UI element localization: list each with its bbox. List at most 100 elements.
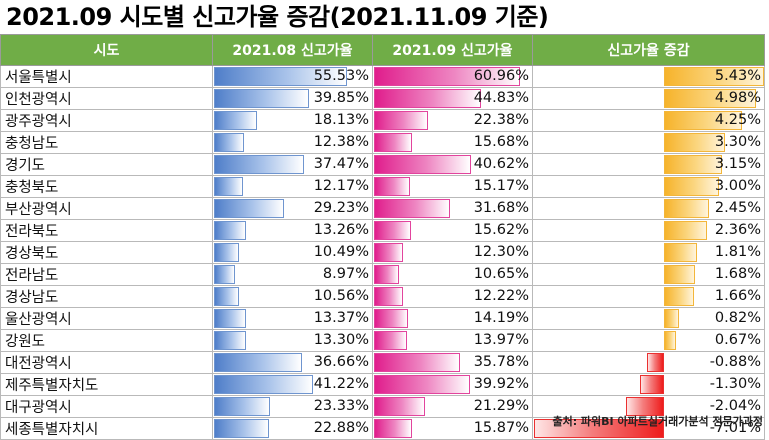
sep-rate-bar (374, 155, 472, 174)
region-cell: 부산광역시 (0, 197, 213, 220)
aug-rate-cell: 10.56% (212, 285, 373, 308)
rate-change-label: 1.66% (714, 288, 761, 304)
rate-change-label: 5.43% (714, 68, 761, 84)
sep-rate-label: 31.68% (473, 200, 529, 216)
sep-rate-label: 10.65% (473, 266, 529, 282)
sep-rate-label: 15.17% (473, 178, 529, 194)
sep-rate-bar (374, 375, 470, 394)
rate-change-label: -1.30% (709, 376, 761, 392)
aug-rate-label: 29.23% (313, 200, 369, 216)
region-cell: 충청남도 (0, 131, 213, 154)
rate-change-bar (663, 67, 764, 86)
sep-rate-cell: 12.30% (372, 241, 533, 264)
region-cell: 광주광역시 (0, 109, 213, 132)
rate-change-label: -7.01% (709, 420, 761, 436)
rate-change-cell: 4.25% (532, 109, 765, 132)
sep-rate-label: 12.30% (473, 244, 529, 260)
rate-change-bar (663, 331, 676, 350)
region-cell: 강원도 (0, 329, 213, 352)
data-table: 시도 2021.08 신고가율 2021.09 신고가율 신고가율 증감 서울특… (0, 34, 765, 440)
sep-rate-label: 22.38% (473, 112, 529, 128)
rate-change-label: 3.00% (714, 178, 761, 194)
sep-rate-label: 14.19% (473, 310, 529, 326)
sep-rate-bar (374, 419, 412, 438)
table-row: 부산광역시 29.23% 31.68% 2.45% (0, 197, 765, 220)
aug-rate-cell: 12.38% (212, 131, 373, 154)
rate-change-bar (663, 287, 695, 306)
sep-rate-cell: 13.97% (372, 329, 533, 352)
rate-change-cell: 4.98% (532, 87, 765, 110)
aug-rate-label: 12.38% (313, 134, 369, 150)
rate-change-bar (663, 221, 708, 240)
aug-rate-bar (214, 221, 246, 240)
aug-rate-label: 37.47% (313, 156, 369, 172)
rate-change-label: -0.88% (709, 354, 761, 370)
aug-rate-label: 13.37% (313, 310, 369, 326)
aug-rate-cell: 12.17% (212, 175, 373, 198)
rate-change-cell: 2.45% (532, 197, 765, 220)
rate-change-bar (663, 155, 722, 174)
aug-rate-cell: 10.49% (212, 241, 373, 264)
aug-rate-cell: 23.33% (212, 395, 373, 418)
sep-rate-bar (374, 309, 408, 328)
header-aug-rate: 2021.08 신고가율 (212, 34, 373, 66)
table-row: 경기도 37.47% 40.62% 3.15% (0, 153, 765, 176)
rate-change-cell: 1.66% (532, 285, 765, 308)
rate-change-label: 4.25% (714, 112, 761, 128)
aug-rate-label: 13.30% (313, 332, 369, 348)
table-row: 전라남도 8.97% 10.65% 1.68% (0, 263, 765, 286)
sep-rate-label: 35.78% (473, 354, 529, 370)
sep-rate-bar (374, 397, 425, 416)
sep-rate-bar (374, 287, 404, 306)
aug-rate-cell: 13.26% (212, 219, 373, 242)
rate-change-bar (663, 265, 695, 284)
aug-rate-label: 23.33% (313, 398, 369, 414)
rate-change-bar (663, 199, 709, 218)
rate-change-label: 3.15% (714, 156, 761, 172)
sep-rate-bar (374, 67, 520, 86)
region-cell: 충청북도 (0, 175, 213, 198)
sep-rate-bar (374, 111, 428, 130)
sep-rate-label: 40.62% (473, 156, 529, 172)
aug-rate-cell: 29.23% (212, 197, 373, 220)
sep-rate-cell: 40.62% (372, 153, 533, 176)
aug-rate-label: 10.56% (313, 288, 369, 304)
aug-rate-label: 10.49% (313, 244, 369, 260)
sep-rate-label: 44.83% (473, 90, 529, 106)
region-cell: 세종특별자치시 (0, 417, 213, 440)
table-row: 인천광역시 39.85% 44.83% 4.98% (0, 87, 765, 110)
aug-rate-label: 22.88% (313, 420, 369, 436)
sep-rate-label: 39.92% (473, 376, 529, 392)
sep-rate-cell: 15.62% (372, 219, 533, 242)
sep-rate-cell: 15.68% (372, 131, 533, 154)
sep-rate-cell: 60.96% (372, 65, 533, 88)
source-note: 출처: 파워BI 아파트실거래가분석 전문가과정 (552, 415, 763, 428)
aug-rate-bar (214, 309, 246, 328)
aug-rate-label: 39.85% (313, 90, 369, 106)
region-cell: 서울특별시 (0, 65, 213, 88)
aug-rate-label: 13.26% (313, 222, 369, 238)
aug-rate-label: 12.17% (313, 178, 369, 194)
aug-rate-cell: 39.85% (212, 87, 373, 110)
aug-rate-label: 41.22% (313, 376, 369, 392)
sep-rate-label: 21.29% (473, 398, 529, 414)
table-row: 강원도 13.30% 13.97% 0.67% (0, 329, 765, 352)
aug-rate-bar (214, 133, 244, 152)
rate-change-bar (663, 89, 756, 108)
aug-rate-cell: 13.37% (212, 307, 373, 330)
table-row: 경상남도 10.56% 12.22% 1.66% (0, 285, 765, 308)
aug-rate-cell: 55.53% (212, 65, 373, 88)
aug-rate-bar (214, 375, 313, 394)
sep-rate-cell: 12.22% (372, 285, 533, 308)
sep-rate-cell: 15.87% (372, 417, 533, 440)
aug-rate-bar (214, 89, 310, 108)
aug-rate-label: 18.13% (313, 112, 369, 128)
rate-change-bar (663, 309, 679, 328)
header-sep-rate: 2021.09 신고가율 (372, 34, 533, 66)
aug-rate-cell: 13.30% (212, 329, 373, 352)
sep-rate-cell: 21.29% (372, 395, 533, 418)
aug-rate-bar (214, 265, 236, 284)
aug-rate-cell: 36.66% (212, 351, 373, 374)
region-cell: 경상북도 (0, 241, 213, 264)
header-rate-change: 신고가율 증감 (532, 34, 765, 66)
